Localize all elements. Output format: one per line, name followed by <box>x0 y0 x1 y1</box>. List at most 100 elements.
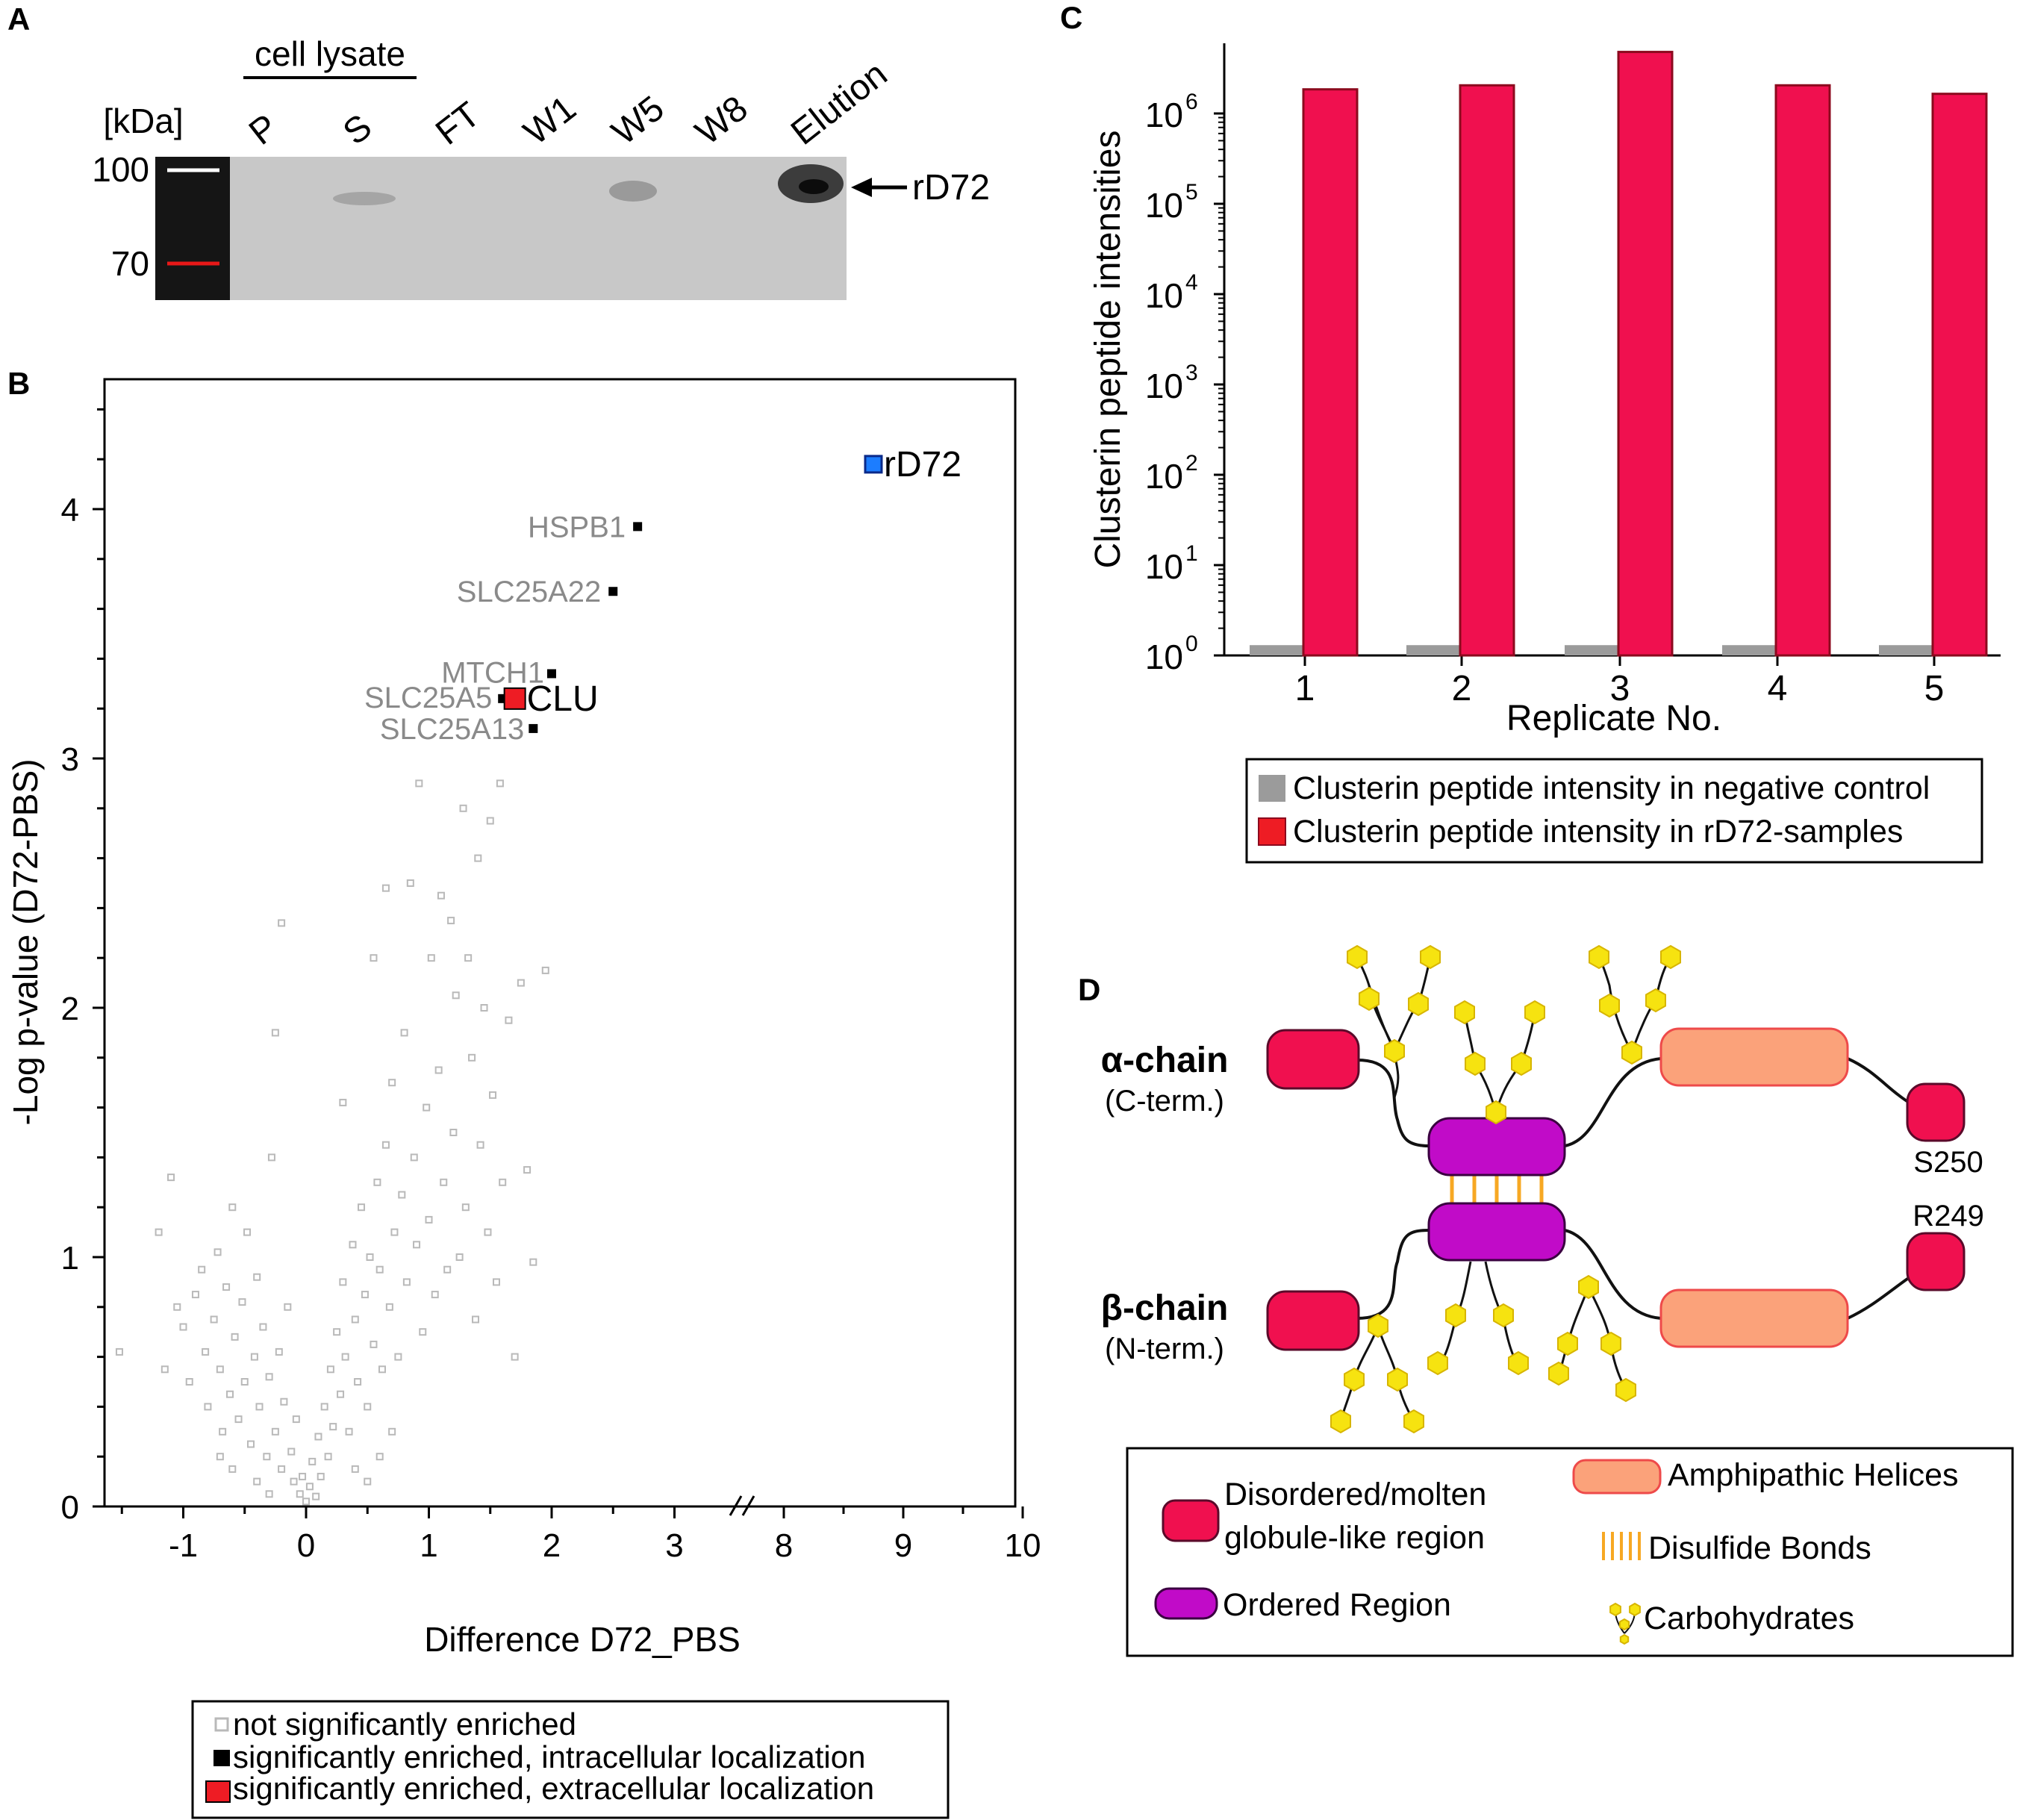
volcano-point-not-significant <box>461 1203 470 1212</box>
glycan-residue <box>1599 993 1620 1018</box>
volcano-point-not-significant <box>349 1241 357 1249</box>
beta-chain-sub: (N-term.) <box>1105 1333 1224 1365</box>
volcano-y-tick-label: 4 <box>61 492 79 529</box>
volcano-point-not-significant <box>449 1129 458 1136</box>
volcano-point-mtch1 <box>547 669 556 679</box>
volcano-point-slc25a13 <box>529 723 538 733</box>
alpha-link-2 <box>1564 1057 1662 1147</box>
volcano-point-not-significant <box>324 1453 332 1461</box>
volcano-label-slc25a13: SLC25A13 <box>380 713 524 746</box>
volcano-point-not-significant <box>468 1053 476 1062</box>
lane-label-elution: Elution <box>784 54 894 153</box>
legend-helices-swatch <box>1572 1459 1662 1495</box>
glycan-residue <box>1600 1331 1621 1356</box>
volcano-axis-break-2 <box>741 1495 755 1516</box>
volcano-point-not-significant <box>400 1029 408 1037</box>
volcano-point-not-significant <box>381 1141 390 1149</box>
volcano-point-not-significant <box>329 1423 337 1431</box>
volcano-point-not-significant <box>259 1323 267 1331</box>
glycan-residue <box>1445 1303 1466 1328</box>
volcano-axis-break-1 <box>729 1495 743 1516</box>
bar-y-tick-label: 10 <box>1145 186 1183 225</box>
beta-disordered-region <box>1266 1290 1360 1351</box>
bar-rd72-sample <box>1617 51 1674 657</box>
volcano-point-not-significant <box>388 1079 396 1087</box>
glycan-residue <box>1557 1331 1578 1356</box>
volcano-point-not-significant <box>427 954 435 962</box>
alpha-chain-label: α-chain <box>1101 1041 1229 1080</box>
legend-disordered-1: Disordered/molten <box>1224 1477 1486 1512</box>
bar-x-tick-label: 2 <box>1452 669 1472 708</box>
bar-y-tick-label: 10 <box>1145 457 1183 496</box>
marker-100: 100 <box>92 150 149 189</box>
volcano-point-not-significant <box>337 1390 345 1398</box>
volcano-label-rd72: rD72 <box>884 445 961 484</box>
alpha-terminal-region <box>1906 1082 1966 1142</box>
glycan-residue <box>1660 944 1681 970</box>
panel-b: B -1 0 1 2 3 8 9 10 0 1 2 3 4 rD72 HSPB1 SLC25A22 MTCH1… <box>6 366 1041 1819</box>
volcano-point-not-significant <box>240 1378 249 1386</box>
volcano-point-not-significant <box>511 1353 519 1361</box>
volcano-point-not-significant <box>263 1453 271 1461</box>
alpha-link-1 <box>1356 1059 1430 1147</box>
volcano-x-tick-label: 8 <box>775 1527 793 1564</box>
volcano-x-tick-label: 9 <box>894 1527 912 1564</box>
volcano-point-not-significant <box>489 1091 497 1099</box>
panel-c: C 10 010 110 210 310 410 510 61 2 3 4 5 Replicate N… <box>1060 0 2001 864</box>
ladder-lane <box>155 157 230 300</box>
volcano-x-tick-label: 1 <box>420 1527 437 1564</box>
legend-intracellular-swatch <box>213 1750 230 1766</box>
volcano-point-not-significant <box>333 1328 341 1336</box>
volcano-point-not-significant <box>484 1228 492 1236</box>
volcano-point-not-significant <box>496 779 504 788</box>
volcano-point-not-significant <box>523 1166 532 1174</box>
volcano-point-not-significant <box>191 1291 199 1299</box>
legend-ordered-swatch <box>1154 1587 1218 1620</box>
glycan-residue <box>1615 1377 1636 1403</box>
panel-d: D α-chain (C-term.) β-chain (N-term.) <box>1078 944 2014 1657</box>
volcano-point-not-significant <box>265 1373 273 1381</box>
carbohydrate-trees <box>1330 944 1681 1434</box>
volcano-point-not-significant <box>204 1403 212 1411</box>
glycan-residue <box>1347 944 1368 970</box>
bar-y-tick-exponent: 3 <box>1185 361 1198 385</box>
volcano-y-tick-label: 1 <box>61 1240 79 1277</box>
bar-rd72-sample <box>1459 84 1515 657</box>
volcano-point-not-significant <box>234 1415 243 1424</box>
bar-rd72-sample <box>1302 88 1359 657</box>
legend-rd72-swatch <box>1258 817 1286 846</box>
glycan-residue <box>1508 1350 1529 1376</box>
volcano-point-not-significant <box>312 1492 320 1500</box>
bar-y-tick-exponent: 6 <box>1185 90 1198 114</box>
volcano-point-not-significant <box>278 1465 286 1473</box>
panel-a: A cell lysate [kDa] P S FT W1 W5 W8 Elution 10… <box>7 1 990 300</box>
glycan-residue <box>1548 1361 1569 1386</box>
volcano-point-not-significant <box>364 1403 372 1411</box>
volcano-point-not-significant <box>351 1465 359 1473</box>
legend-disordered-swatch <box>1162 1499 1220 1542</box>
rd72-band-label: rD72 <box>912 168 990 208</box>
bar-x-title: Replicate No. <box>1506 699 1721 738</box>
panel-a-letter: A <box>7 1 30 37</box>
bar-y-tick-exponent: 5 <box>1185 180 1198 205</box>
legend-extracellular-swatch <box>205 1780 231 1803</box>
volcano-point-not-significant <box>202 1347 210 1356</box>
volcano-point-not-significant <box>278 919 286 927</box>
volcano-point-not-significant <box>222 1283 231 1291</box>
bar-y-title: Clusterin peptide intensities <box>1088 131 1128 569</box>
bar-y-tick-exponent: 2 <box>1185 451 1198 476</box>
volcano-point-not-significant <box>339 1278 347 1286</box>
bar-y-tick-label: 10 <box>1145 96 1183 134</box>
glycan-residue <box>1420 944 1441 970</box>
legend-disulfide-swatch <box>1602 1532 1641 1560</box>
chain-connectors <box>1356 1057 1936 1320</box>
volcano-point-not-significant <box>228 1203 237 1212</box>
volcano-point-not-significant <box>358 1203 366 1212</box>
bar-y-tick-label: 10 <box>1145 547 1183 586</box>
disulfide-bonds <box>1450 1174 1544 1205</box>
site-s250: S250 <box>1913 1146 1983 1179</box>
legend-not-significant-swatch <box>214 1717 229 1732</box>
volcano-point-not-significant <box>271 1029 279 1037</box>
volcano-point-not-significant <box>160 1365 169 1374</box>
